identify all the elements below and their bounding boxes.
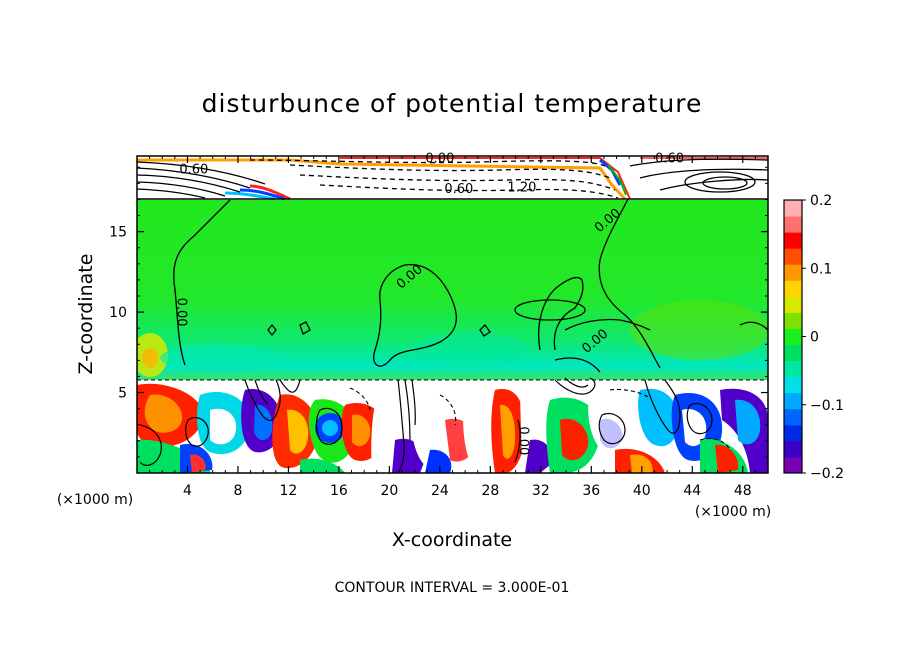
contour-label: 0.60 [179, 163, 208, 178]
colorbar-tick-label: −0.2 [810, 466, 844, 482]
x-axis-label: X-coordinate [392, 529, 512, 551]
lower-dashed-contours [349, 387, 731, 451]
warm-patch [630, 300, 768, 360]
plot-area [137, 156, 768, 473]
x-tick-label: 4 [183, 483, 192, 499]
upper-band [607, 164, 627, 196]
colorbar-swatch [784, 296, 802, 313]
colorbar-swatch [784, 232, 802, 249]
colorbar-swatch [784, 424, 802, 442]
colorbar-swatch [784, 392, 802, 410]
colorbar-swatch [784, 216, 802, 233]
upper-dashed-contours [249, 159, 619, 199]
lower-contours [139, 377, 713, 473]
upper-contours [137, 158, 768, 199]
x-tick-label: 36 [582, 483, 600, 499]
contour-label: 1.20 [507, 180, 536, 195]
cool-patch [410, 332, 530, 368]
x-tick-label: 32 [532, 483, 550, 499]
colorbar-swatch [784, 264, 802, 281]
cool-patch [160, 344, 280, 372]
colorbar-swatch [784, 328, 802, 346]
colorbar-swatch [784, 408, 802, 426]
y-tick-label: 5 [118, 386, 127, 402]
x-tick-label: 12 [280, 483, 298, 499]
upper-band [239, 188, 286, 201]
contour-label: 0.00 [173, 298, 188, 327]
colorbar-swatch [784, 376, 802, 394]
colorbar-swatch [784, 456, 802, 474]
upper-band [249, 184, 291, 201]
colorbar-swatch [784, 200, 802, 217]
x-tick-label: 48 [734, 483, 752, 499]
colorbar-swatch [784, 312, 802, 329]
contour-label: 0.00 [515, 426, 530, 455]
colorbar-swatch [784, 344, 802, 362]
contour-interval-text: CONTOUR INTERVAL = 3.000E-01 [335, 580, 570, 596]
colorbar-tick-label: 0.1 [810, 261, 832, 277]
colorbar-swatch [784, 248, 802, 265]
contour-label: 0.60 [655, 151, 684, 166]
x-axis: 4 8 12 16 20 24 28 32 36 40 44 48 [149, 156, 756, 499]
x-tick-label: 24 [431, 483, 449, 499]
z-unit-label: (×1000 m) [57, 492, 133, 508]
y-axis: 5 10 15 [109, 166, 768, 458]
x-tick-label: 20 [380, 483, 398, 499]
x-tick-label: 8 [233, 483, 242, 499]
x-tick-label: 44 [683, 483, 701, 499]
chart-title: disturbunce of potential temperature [202, 89, 703, 118]
colorbar-tick-label: 0 [810, 330, 819, 346]
colorbar-swatch [784, 280, 802, 297]
x-tick-label: 16 [330, 483, 348, 499]
middle-contours [173, 198, 768, 373]
colorbar-swatch [784, 360, 802, 378]
y-tick-label: 10 [109, 305, 127, 321]
contour-label: 0.60 [444, 182, 473, 197]
colorbar-ticks: −0.2 −0.1 0 0.1 0.2 [802, 193, 844, 482]
x-tick-label: 28 [481, 483, 499, 499]
colorbar [783, 199, 803, 474]
upper-band [137, 158, 627, 201]
y-tick-label: 15 [109, 225, 127, 241]
x-tick-label: 40 [633, 483, 651, 499]
x-unit-label: (×1000 m) [695, 504, 771, 520]
colorbar-tick-label: −0.1 [810, 398, 844, 414]
colorbar-tick-label: 0.2 [810, 193, 832, 209]
y-axis-label: Z-coordinate [75, 254, 97, 375]
warm-patch [142, 348, 158, 368]
colorbar-swatch [784, 440, 802, 458]
